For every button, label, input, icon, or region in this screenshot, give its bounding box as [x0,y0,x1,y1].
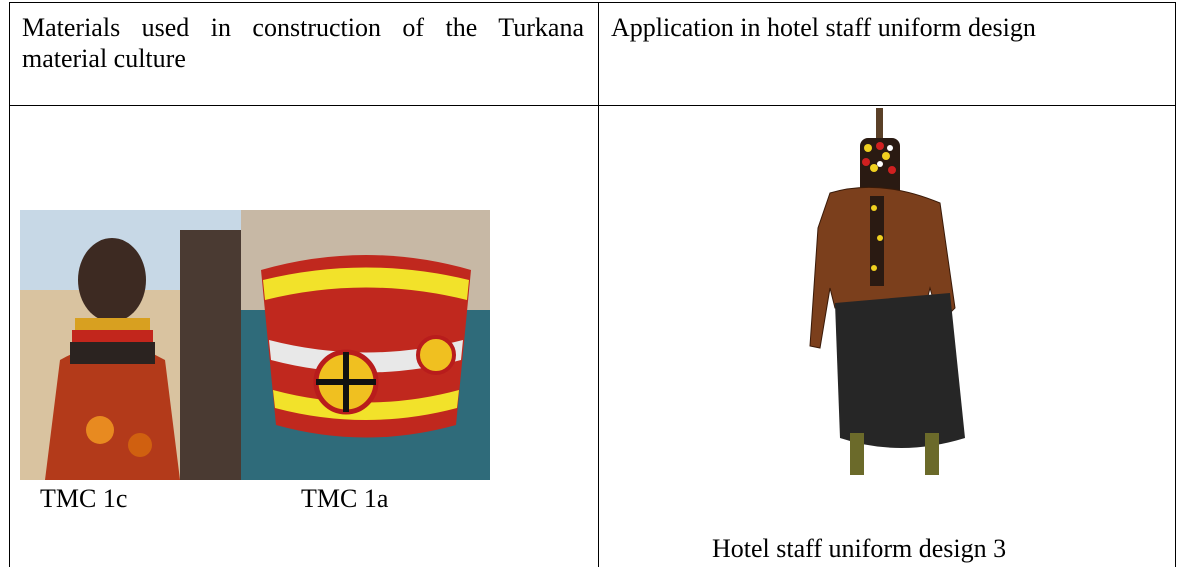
photo [241,210,490,480]
table-border [1175,2,1176,567]
header-cell: Materials used in construction of the Tu… [22,13,584,73]
image-caption: Hotel staff uniform design 3 [712,534,1007,563]
illustration [809,108,965,475]
table-border [9,105,1176,106]
table-border [9,2,1176,3]
image-caption: TMC 1c [40,484,128,513]
table-border [9,2,10,567]
photo [20,210,241,480]
header-cell: Application in hotel staff uniform desig… [611,13,1036,42]
table-border [598,2,599,567]
image-caption: TMC 1a [301,484,389,513]
